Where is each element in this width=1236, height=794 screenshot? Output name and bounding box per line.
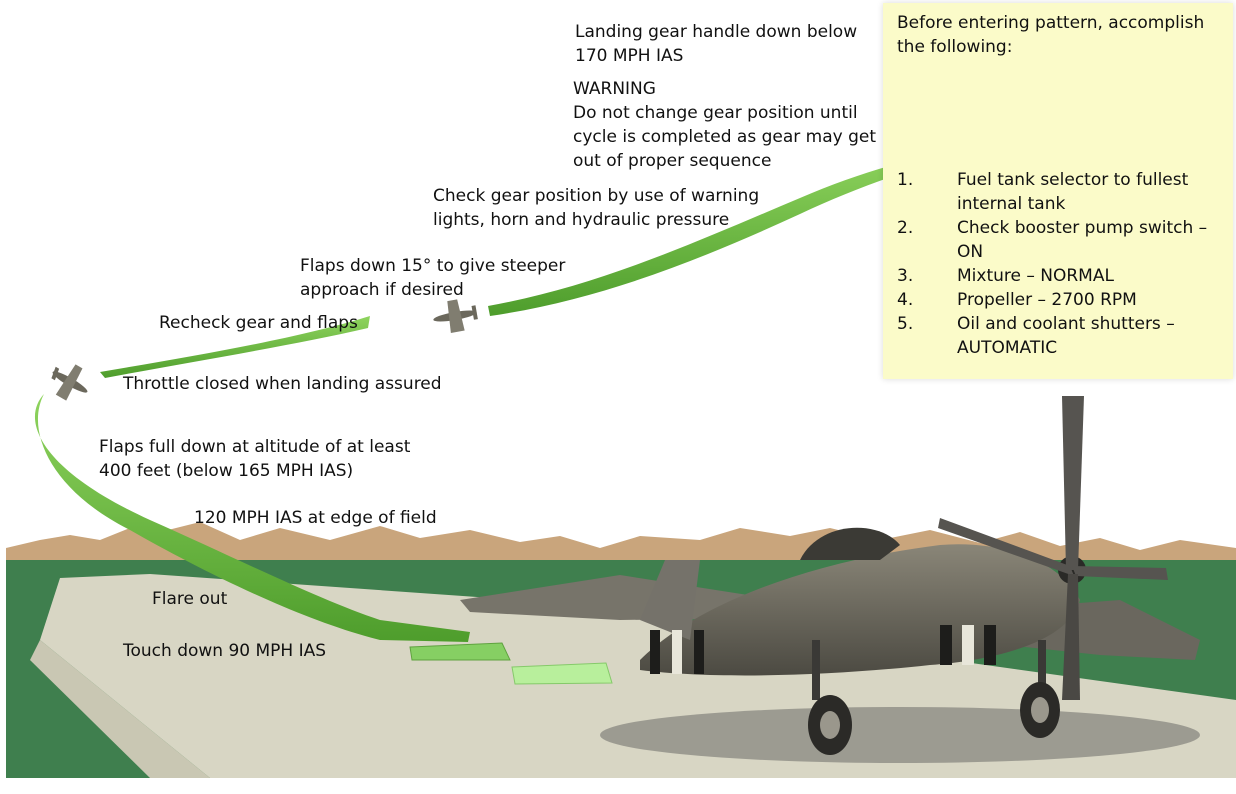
gear-handle-line-2: 170 MPH IAS [575,46,684,66]
aircraft-shadow [600,707,1200,763]
checklist-item: 2. Check booster pump switch – ON [897,216,1227,264]
touchdown-note: Touch down 90 MPH IAS [123,641,327,661]
checklist-intro: Before entering pattern, accomplish the … [897,11,1204,59]
left-wing [460,575,790,620]
checklist-item: 5. Oil and coolant shutters – AUTOMATIC [897,312,1227,360]
touchdown-segment-1 [409,642,511,661]
checklist-item-number: 5. [897,314,914,334]
tail-fin [640,560,700,640]
aircraft-silhouette-left [51,364,88,401]
gear-handle-line-1: Landing gear handle down below [575,22,858,42]
flaps-full-line-2: 400 feet (below 165 MPH IAS) [99,461,354,481]
checklist-item-number: 4. [897,290,914,310]
checklist-item: 3. Mixture – NORMAL [897,264,1227,288]
flaps-full-line-1: Flaps full down at altitude of at least [99,437,411,457]
p51-mustang-illustration [460,396,1200,763]
checklist-items: 1. Fuel tank selector to fullest internal… [897,168,1227,360]
checklist-item: 1. Fuel tank selector to fullest internal… [897,168,1227,216]
checklist-item-number: 3. [897,266,914,286]
check-gear-line-1: Check gear position by use of warning [433,186,760,206]
pre-pattern-checklist: Before entering pattern, accomplish the … [883,3,1233,379]
checklist-item-text: Mixture – NORMAL [957,266,1114,286]
checklist-item-text: Propeller – 2700 RPM [957,290,1137,310]
flaps-15-line-1: Flaps down 15° to give steeper [300,256,566,276]
approach-path [34,394,613,685]
flare-note: Flare out [152,589,228,609]
checklist-item-number: 1. [897,170,914,190]
checklist-intro-line-1: Before entering pattern, accomplish [897,13,1205,33]
check-gear-note: Check gear position by use of warning li… [433,184,759,232]
check-gear-line-2: lights, horn and hydraulic pressure [433,210,730,230]
approach-ribbon-lower [34,394,471,642]
recheck-note: Recheck gear and flaps [159,313,358,333]
flaps-full-note: Flaps full down at altitude of at least … [99,435,410,483]
warning-title: WARNING [573,79,656,99]
aircraft-silhouette-mid [433,299,478,333]
propeller [938,396,1168,700]
flaps-15-line-2: approach if desired [300,280,464,300]
ribbon-segment-upper-2 [488,148,978,316]
warning-note: WARNING Do not change gear position unti… [573,77,876,173]
warning-line-3: out of proper sequence [573,151,772,171]
invasion-stripes [650,625,996,674]
touchdown-segment-2 [511,662,613,685]
runway-shadow-edge [30,640,210,778]
warning-line-1: Do not change gear position until [573,103,858,123]
checklist-item-text: Check booster pump switch – ON [957,218,1208,262]
flaps-15-note: Flaps down 15° to give steeper approach … [300,254,565,302]
checklist-item-number: 2. [897,218,914,238]
checklist-item-text: Fuel tank selector to fullest internal t… [957,170,1189,214]
ribbon-segment-upper-1 [100,316,370,378]
checklist-intro-line-2: the following: [897,37,1013,57]
throttle-note: Throttle closed when landing assured [123,374,442,394]
checklist-item: 4. Propeller – 2700 RPM [897,288,1227,312]
landing-gear [808,640,1060,755]
gear-handle-note: Landing gear handle down below 170 MPH I… [575,20,857,68]
warning-line-2: cycle is completed as gear may get [573,127,877,147]
edge-speed-note: 120 MPH IAS at edge of field [194,508,437,528]
checklist-item-text: Oil and coolant shutters – AUTOMATIC [957,314,1175,358]
canopy [800,527,900,560]
